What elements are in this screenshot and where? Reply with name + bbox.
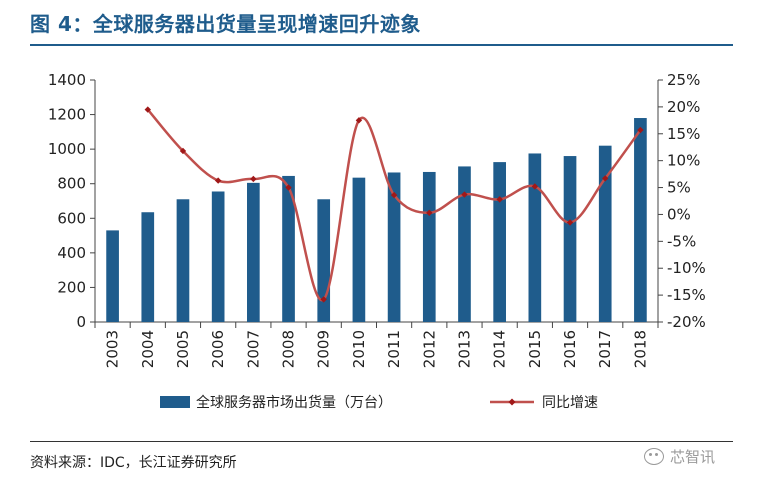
chart-title: 图 4：全球服务器出货量呈现增速回升迹象 bbox=[30, 12, 421, 36]
y-left-tick-label: 800 bbox=[57, 175, 86, 193]
bar bbox=[563, 156, 577, 322]
y-right-tick-label: -20% bbox=[667, 313, 706, 331]
x-tick-label: 2010 bbox=[350, 330, 368, 368]
x-tick-label: 2007 bbox=[244, 330, 262, 368]
bar bbox=[598, 145, 612, 322]
x-tick-label: 2014 bbox=[491, 330, 509, 368]
growth-point bbox=[637, 126, 644, 134]
y-left-tick-label: 200 bbox=[57, 278, 86, 296]
bar bbox=[247, 182, 260, 322]
growth-point bbox=[602, 175, 609, 182]
growth-point bbox=[285, 184, 292, 191]
x-tick-label: 2016 bbox=[561, 330, 579, 368]
y-left-tick-label: 600 bbox=[57, 209, 86, 227]
watermark-text: 芯智讯 bbox=[669, 448, 715, 466]
bar bbox=[176, 199, 190, 322]
growth-point bbox=[179, 147, 187, 155]
x-tick-label: 2013 bbox=[455, 330, 473, 368]
legend-label-bars: 全球服务器市场出货量（万台） bbox=[196, 394, 392, 411]
x-tick-label: 2006 bbox=[209, 330, 227, 368]
y-left-tick-label: 0 bbox=[76, 313, 86, 331]
bar bbox=[141, 212, 155, 322]
legend-label-line: 同比增速 bbox=[542, 395, 598, 411]
watermark: 芯智讯 bbox=[643, 446, 715, 467]
bar bbox=[106, 230, 119, 322]
y-right-tick-label: 25% bbox=[667, 71, 700, 89]
x-tick-label: 2003 bbox=[104, 330, 122, 368]
y-left-tick-label: 1000 bbox=[48, 140, 86, 158]
growth-point bbox=[461, 191, 468, 198]
bar bbox=[282, 175, 295, 322]
y-left-tick-label: 1400 bbox=[48, 71, 86, 89]
chart: 0 200 400 600 800 1000 1200 1400 -20% -15% -10% -5%… bbox=[48, 71, 706, 411]
x-tick-label: 2015 bbox=[526, 330, 544, 368]
y-right-tick-label: -10% bbox=[667, 259, 706, 277]
title-divider bbox=[30, 44, 733, 46]
growth-point bbox=[426, 209, 433, 217]
growth-point bbox=[144, 106, 151, 113]
growth-point bbox=[496, 196, 503, 203]
legend-swatch-bars bbox=[160, 396, 190, 408]
y-left-tick-label: 400 bbox=[57, 244, 86, 262]
wechat-icon bbox=[643, 448, 664, 465]
bar bbox=[352, 177, 366, 322]
growth-point bbox=[320, 296, 327, 303]
y-right-tick-label: 10% bbox=[667, 152, 700, 170]
bar bbox=[458, 166, 471, 322]
x-tick-label: 2009 bbox=[315, 330, 333, 368]
x-tick-label: 2011 bbox=[385, 330, 403, 368]
x-tick-label: 2005 bbox=[174, 330, 192, 368]
x-tick-label: 2008 bbox=[280, 330, 298, 368]
growth-point bbox=[214, 177, 222, 184]
y-right-tick-label: -15% bbox=[667, 286, 706, 304]
x-tick-label: 2018 bbox=[631, 330, 649, 368]
growth-line bbox=[146, 108, 642, 302]
y-left-tick-label: 1200 bbox=[48, 106, 86, 124]
bar bbox=[528, 153, 542, 322]
y-right-tick-label: 20% bbox=[667, 98, 700, 116]
y-right-tick-label: -5% bbox=[667, 232, 696, 250]
footer-divider bbox=[30, 441, 733, 442]
bar bbox=[493, 162, 506, 322]
growth-point bbox=[531, 183, 539, 190]
bar bbox=[422, 171, 436, 322]
growth-point bbox=[355, 117, 363, 124]
legend-marker-line bbox=[508, 398, 516, 406]
y-right-tick-label: 5% bbox=[667, 179, 691, 197]
y-right-tick-label: 0% bbox=[667, 205, 691, 223]
bar bbox=[634, 118, 647, 323]
y-right-tick-label: 15% bbox=[667, 125, 700, 143]
x-tick-label: 2012 bbox=[420, 330, 438, 368]
x-tick-label: 2017 bbox=[596, 330, 614, 368]
bar bbox=[317, 199, 331, 322]
growth-point bbox=[250, 175, 257, 183]
source-note: 资料来源：IDC，长江证券研究所 bbox=[30, 455, 237, 471]
growth-point bbox=[566, 219, 574, 226]
growth-point bbox=[390, 191, 398, 199]
bar bbox=[387, 172, 401, 322]
bar bbox=[211, 191, 225, 322]
x-tick-label: 2004 bbox=[139, 330, 157, 368]
